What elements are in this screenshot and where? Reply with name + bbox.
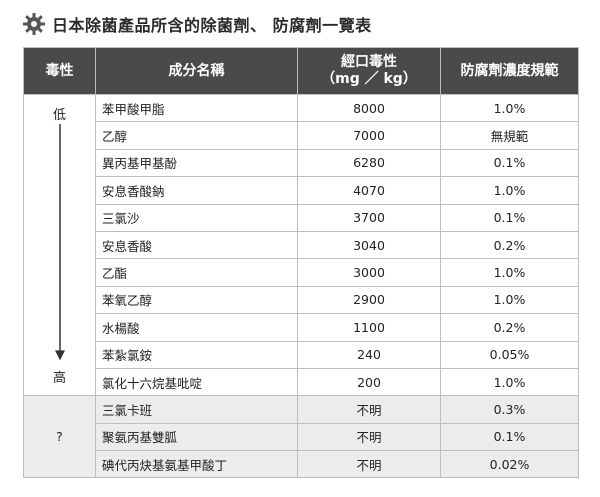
toxicity-scale-cell: 低高 xyxy=(23,93,96,397)
gear-icon xyxy=(23,13,45,35)
table-row: 氯化十六烷基吡啶 200 1.0% xyxy=(24,367,579,397)
header-row: 毒性 成分名稱 經口毒性 （mg ／ kg） 防腐劑濃度規範 xyxy=(23,47,579,95)
concentration-value: 1.0% xyxy=(440,176,579,205)
table-row: ? 三氯卡班 不明 0.3% xyxy=(23,395,579,479)
table-row: 三氯沙 3700 0.1% xyxy=(24,203,579,232)
oral-toxicity-value: 1100 xyxy=(297,313,441,342)
header-oral-line1: 經口毒性 xyxy=(341,54,397,70)
table-row: 水楊酸 1100 0.2% xyxy=(24,313,579,342)
ingredient-name: 聚氨丙基雙胍 xyxy=(95,422,298,452)
table-row: 乙酯 3000 1.0% xyxy=(24,258,579,287)
oral-toxicity-value: 不明 xyxy=(297,422,441,452)
header-ingredient: 成分名稱 xyxy=(95,47,298,95)
ingredient-name: 苯甲酸甲脂 xyxy=(95,93,298,123)
table-row: 低高苯甲酸甲脂 8000 1.0% xyxy=(23,93,579,397)
concentration-value: 0.1% xyxy=(440,203,579,232)
table-body: 低高苯甲酸甲脂 8000 1.0% 乙醇 7000 無規範 異丙基甲基酚 6280 0.1% 安息… xyxy=(23,93,579,479)
page-title: 日本除菌產品所含的除菌劑、 防腐劑一覽表 xyxy=(52,16,372,35)
concentration-value: 無規範 xyxy=(440,121,579,150)
header-concentration: 防腐劑濃度規範 xyxy=(440,47,579,95)
concentration-value: 1.0% xyxy=(440,367,579,397)
ingredient-name: 安息香酸 xyxy=(95,230,298,260)
ingredient-name: 氯化十六烷基吡啶 xyxy=(95,367,298,397)
oral-toxicity-value: 4070 xyxy=(297,176,441,205)
toxicity-unknown-label: ? xyxy=(23,395,96,479)
ingredient-name: 苯紮氯銨 xyxy=(95,340,298,369)
header-toxicity: 毒性 xyxy=(23,47,96,95)
toxicity-low-label: 低 xyxy=(52,107,66,123)
table-row: 苯氧乙醇 2900 1.0% xyxy=(24,285,579,315)
ingredient-name: 三氯卡班 xyxy=(95,395,298,424)
header-oral-toxicity: 經口毒性 （mg ／ kg） xyxy=(297,47,441,95)
ingredient-name: 異丙基甲基酚 xyxy=(95,148,298,178)
header-oral-line2: （mg ／ kg） xyxy=(321,71,417,87)
ingredient-name: 三氯沙 xyxy=(95,203,298,232)
table-row: 乙醇 7000 無規範 xyxy=(24,121,579,150)
oral-toxicity-value: 8000 xyxy=(297,93,441,123)
concentration-value: 0.02% xyxy=(440,450,579,479)
ingredient-name: 碘代丙炔基氨基甲酸丁 xyxy=(95,450,298,479)
ingredient-name: 苯氧乙醇 xyxy=(95,285,298,315)
oral-toxicity-value: 不明 xyxy=(297,450,441,479)
toxicity-high-label: 高 xyxy=(52,371,66,387)
concentration-value: 0.2% xyxy=(440,313,579,342)
oral-toxicity-value: 3000 xyxy=(297,258,441,287)
oral-toxicity-value: 3040 xyxy=(297,230,441,260)
preservative-table: 毒性 成分名稱 經口毒性 （mg ／ kg） 防腐劑濃度規範 低高苯甲酸甲脂 80… xyxy=(23,47,579,479)
concentration-value: 1.0% xyxy=(440,258,579,287)
concentration-value: 0.3% xyxy=(440,395,579,424)
oral-toxicity-value: 240 xyxy=(297,340,441,369)
ingredient-name: 水楊酸 xyxy=(95,313,298,342)
concentration-value: 0.2% xyxy=(440,230,579,260)
table-row: 安息香酸鈉 4070 1.0% xyxy=(24,176,579,205)
table-row: 苯紮氯銨 240 0.05% xyxy=(24,340,579,369)
concentration-value: 1.0% xyxy=(440,285,579,315)
oral-toxicity-value: 3700 xyxy=(297,203,441,232)
concentration-value: 0.05% xyxy=(440,340,579,369)
table-row: 聚氨丙基雙胍 不明 0.1% xyxy=(24,422,579,452)
arrow-down-icon xyxy=(54,123,65,361)
table-row: 碘代丙炔基氨基甲酸丁 不明 0.02% xyxy=(24,450,579,479)
oral-toxicity-value: 不明 xyxy=(297,395,441,424)
table-row: 異丙基甲基酚 6280 0.1% xyxy=(24,148,579,178)
oral-toxicity-value: 200 xyxy=(297,367,441,397)
title-row: 日本除菌產品所含的除菌劑、 防腐劑一覽表 xyxy=(22,8,372,40)
oral-toxicity-value: 7000 xyxy=(297,121,441,150)
concentration-value: 1.0% xyxy=(440,93,579,123)
ingredient-name: 乙酯 xyxy=(95,258,298,287)
ingredient-name: 安息香酸鈉 xyxy=(95,176,298,205)
concentration-value: 0.1% xyxy=(440,422,579,452)
concentration-value: 0.1% xyxy=(440,148,579,178)
oral-toxicity-value: 2900 xyxy=(297,285,441,315)
table-row: 安息香酸 3040 0.2% xyxy=(24,230,579,260)
ingredient-name: 乙醇 xyxy=(95,121,298,150)
oral-toxicity-value: 6280 xyxy=(297,148,441,178)
